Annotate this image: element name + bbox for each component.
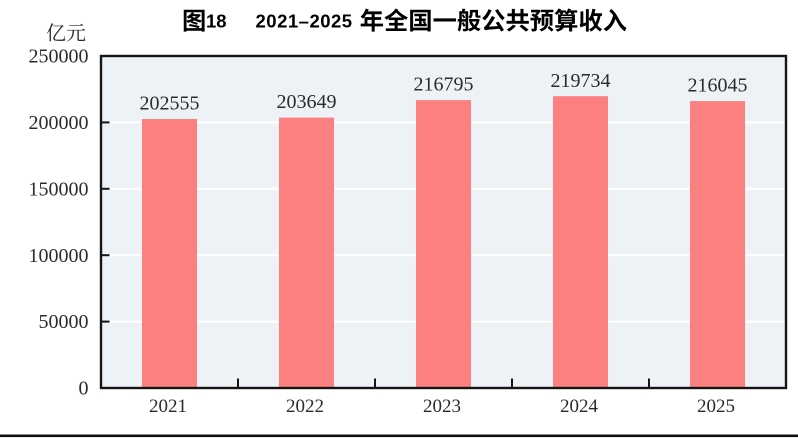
svg-text:202555: 202555 [140,93,200,115]
svg-text:100000: 100000 [29,245,89,267]
svg-text:219734: 219734 [551,70,611,92]
svg-text:150000: 150000 [29,178,89,200]
svg-text:2024: 2024 [560,396,599,417]
svg-text:2021–2025: 2021–2025 [256,10,353,31]
svg-text:50000: 50000 [39,311,89,333]
svg-text:2025: 2025 [697,396,735,417]
svg-text:216795: 216795 [414,74,474,96]
svg-text:0: 0 [79,378,89,400]
svg-text:18: 18 [206,10,227,31]
svg-text:216045: 216045 [688,75,748,97]
svg-text:250000: 250000 [29,46,89,68]
svg-text:2022: 2022 [286,396,324,417]
svg-text:2023: 2023 [423,396,461,417]
svg-text:203649: 203649 [277,91,337,113]
svg-text:2021: 2021 [149,396,187,417]
svg-text:200000: 200000 [29,112,89,134]
